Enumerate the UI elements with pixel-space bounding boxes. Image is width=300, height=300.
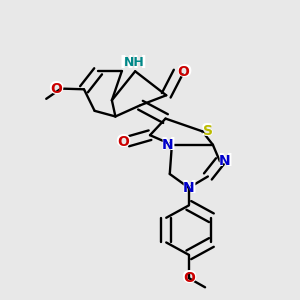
Text: O: O (178, 65, 190, 79)
Text: N: N (217, 152, 232, 170)
Text: N: N (160, 136, 175, 154)
Text: S: S (201, 122, 214, 140)
Text: O: O (115, 133, 130, 151)
Text: N: N (162, 138, 173, 152)
Text: NH: NH (120, 54, 148, 72)
Text: O: O (183, 271, 195, 285)
Text: O: O (176, 63, 191, 81)
Text: S: S (202, 124, 212, 138)
Text: O: O (181, 269, 196, 287)
Text: O: O (117, 134, 129, 148)
Text: N: N (181, 179, 196, 197)
Text: N: N (183, 181, 195, 195)
Text: N: N (219, 154, 231, 168)
Text: O: O (49, 80, 64, 98)
Text: O: O (50, 82, 62, 96)
Text: NH: NH (123, 56, 144, 69)
